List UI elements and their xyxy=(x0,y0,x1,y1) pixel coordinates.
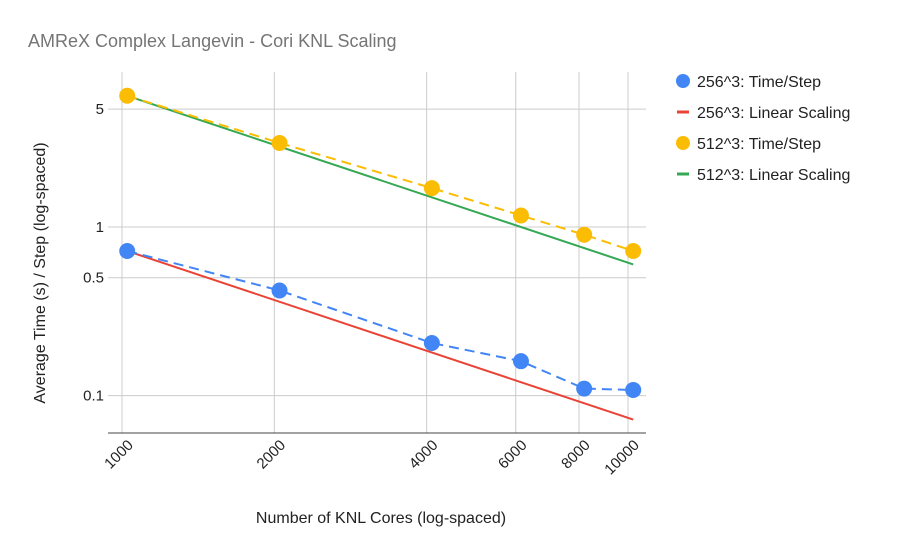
legend-swatch xyxy=(677,110,689,114)
data-point xyxy=(576,226,593,243)
legend-label: 256^3: Time/Step xyxy=(697,74,821,91)
series-line xyxy=(126,94,634,266)
y-axis-ticks: 0.1 0.5 1 5 xyxy=(83,101,104,404)
data-point xyxy=(576,380,593,397)
legend-swatch xyxy=(677,172,689,176)
legend-label: 512^3: Time/Step xyxy=(697,136,821,153)
legend-label: 256^3: Linear Scaling xyxy=(697,105,850,122)
x-tick-label: 2000 xyxy=(254,437,290,473)
x-tick-label: 4000 xyxy=(406,437,442,473)
y-tick-label: 1 xyxy=(96,219,104,236)
series-0 xyxy=(119,243,642,398)
chart-title: AMReX Complex Langevin - Cori KNL Scalin… xyxy=(28,31,397,51)
legend: 256^3: Time/Step 256^3: Linear Scaling 512… xyxy=(676,74,850,184)
data-point xyxy=(625,243,642,260)
legend-item: 256^3: Time/Step xyxy=(676,74,821,91)
x-axis-label: Number of KNL Cores (log-spaced) xyxy=(256,510,506,527)
y-tick-label: 5 xyxy=(96,101,104,118)
grid xyxy=(108,72,646,434)
legend-item: 256^3: Linear Scaling xyxy=(677,105,850,122)
y-axis-label: Average Time (s) / Step (log-spaced) xyxy=(32,142,49,403)
legend-item: 512^3: Linear Scaling xyxy=(677,167,850,184)
legend-item: 512^3: Time/Step xyxy=(676,136,821,153)
data-point xyxy=(512,207,529,224)
x-tick-label: 8000 xyxy=(558,437,594,473)
series-2 xyxy=(119,87,642,260)
y-tick-label: 0.5 xyxy=(83,270,104,287)
data-point xyxy=(271,134,288,151)
x-tick-label: 6000 xyxy=(495,437,531,473)
legend-swatch xyxy=(676,74,690,88)
series-1 xyxy=(126,250,634,421)
series-line xyxy=(126,94,634,252)
series-layer xyxy=(119,87,642,421)
data-point xyxy=(119,87,136,104)
data-point xyxy=(423,335,440,352)
legend-label: 512^3: Linear Scaling xyxy=(697,167,850,184)
data-point xyxy=(271,282,288,299)
x-axis-ticks: 1000 2000 4000 6000 8000 10000 xyxy=(101,437,643,479)
legend-swatch xyxy=(676,136,690,150)
x-tick-label: 1000 xyxy=(101,437,137,473)
series-3 xyxy=(126,94,634,266)
data-point xyxy=(625,381,642,398)
data-point xyxy=(423,180,440,197)
data-point xyxy=(119,243,136,260)
data-point xyxy=(512,353,529,370)
x-tick-label: 10000 xyxy=(601,437,643,479)
series-line xyxy=(126,250,634,391)
series-line xyxy=(126,250,634,421)
y-tick-label: 0.1 xyxy=(83,388,104,405)
